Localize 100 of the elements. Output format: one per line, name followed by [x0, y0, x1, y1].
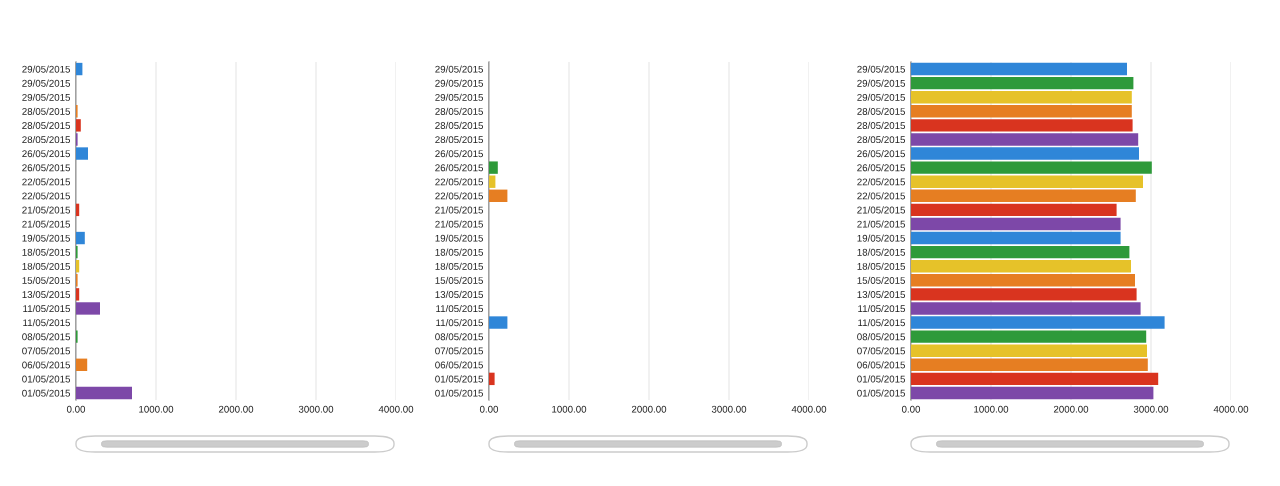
y-tick-label: 19/05/2015 — [435, 234, 484, 242]
y-tick-label: 29/05/2015 — [22, 65, 71, 73]
bar — [911, 372, 1159, 386]
x-tick-label: 4000.00 — [1213, 405, 1249, 413]
y-tick-label: 15/05/2015 — [435, 276, 484, 284]
y-tick-label: 08/05/2015 — [435, 333, 484, 341]
y-tick-label: 21/05/2015 — [857, 220, 906, 228]
bar — [76, 302, 100, 315]
x-tick-label: 2000.00 — [218, 405, 254, 413]
y-tick-label: 18/05/2015 — [857, 262, 906, 270]
y-tick-label: 11/05/2015 — [858, 319, 906, 327]
y-tick-label: 07/05/2015 — [857, 347, 906, 355]
y-tick-label: 29/05/2015 — [435, 65, 484, 73]
y-tick-label: 01/05/2015 — [22, 389, 71, 397]
y-tick-label: 22/05/2015 — [435, 178, 484, 186]
y-tick-label: 18/05/2015 — [22, 248, 71, 256]
bar — [911, 217, 1121, 231]
x-tick-label: 3000.00 — [711, 405, 747, 413]
bar — [911, 91, 1132, 104]
bar — [76, 203, 80, 217]
y-tick-label: 11/05/2015 — [23, 319, 71, 327]
y-tick-label: 26/05/2015 — [857, 150, 906, 158]
y-tick-label: 28/05/2015 — [22, 121, 71, 129]
y-tick-label: 26/05/2015 — [22, 164, 71, 172]
y-tick-label: 21/05/2015 — [435, 220, 484, 228]
y-tick-label: 11/05/2015 — [436, 304, 484, 313]
y-tick-label: 21/05/2015 — [22, 220, 71, 228]
x-tick-label: 0.00 — [901, 405, 921, 413]
y-tick-label: 06/05/2015 — [857, 361, 906, 369]
x-tick-label: 0.00 — [479, 405, 499, 413]
y-tick-label: 22/05/2015 — [857, 192, 906, 200]
y-tick-label: 01/05/2015 — [435, 375, 484, 383]
y-tick-label: 29/05/2015 — [22, 93, 71, 101]
bar — [76, 260, 80, 273]
y-tick-label: 28/05/2015 — [857, 135, 906, 144]
bar — [911, 330, 1147, 343]
y-tick-label: 15/05/2015 — [22, 276, 71, 284]
x-tick-label: 1000.00 — [552, 405, 587, 413]
bar — [489, 372, 495, 386]
bar — [911, 62, 1127, 76]
bar — [911, 189, 1136, 202]
y-tick-label: 07/05/2015 — [22, 347, 71, 355]
y-tick-label: 18/05/2015 — [22, 262, 71, 270]
bar — [911, 344, 1147, 357]
bar — [911, 147, 1139, 160]
x-tick-label: 2000.00 — [631, 405, 667, 413]
bar — [489, 316, 508, 329]
y-tick-label: 26/05/2015 — [435, 150, 484, 158]
y-tick-label: 01/05/2015 — [857, 375, 906, 383]
y-tick-label: 29/05/2015 — [435, 79, 484, 87]
y-tick-label: 01/05/2015 — [435, 389, 484, 397]
y-tick-label: 28/05/2015 — [435, 107, 484, 115]
bar — [911, 302, 1141, 315]
y-tick-label: 01/05/2015 — [857, 389, 906, 397]
x-tick-label: 1000.00 — [139, 405, 174, 413]
bar — [911, 76, 1134, 90]
bar — [911, 133, 1139, 146]
bar — [76, 386, 132, 400]
y-tick-label: 18/05/2015 — [435, 248, 484, 256]
x-tick-label: 0.00 — [66, 405, 86, 413]
y-tick-label: 29/05/2015 — [857, 79, 906, 87]
y-tick-label: 29/05/2015 — [22, 79, 71, 87]
bar — [911, 119, 1133, 132]
x-tick-label: 1000.00 — [974, 405, 1009, 413]
bar — [911, 161, 1152, 174]
bar — [489, 189, 508, 202]
x-tick-label: 3000.00 — [298, 405, 334, 413]
bar — [489, 161, 498, 174]
y-tick-label: 26/05/2015 — [857, 164, 906, 172]
bar — [911, 203, 1117, 217]
bar — [911, 245, 1130, 259]
x-tick-label: 4000.00 — [378, 405, 414, 413]
bar — [76, 147, 88, 160]
bar — [76, 231, 85, 245]
bar — [76, 119, 81, 132]
bar — [911, 105, 1132, 118]
y-tick-label: 29/05/2015 — [857, 93, 906, 101]
x-tick-label: 3000.00 — [1133, 405, 1169, 413]
y-tick-label: 28/05/2015 — [22, 135, 71, 144]
y-tick-label: 29/05/2015 — [435, 93, 484, 101]
y-tick-label: 07/05/2015 — [435, 347, 484, 355]
y-tick-label: 01/05/2015 — [22, 375, 71, 383]
bar — [911, 316, 1165, 329]
bar — [76, 358, 88, 371]
y-tick-label: 15/05/2015 — [857, 276, 906, 284]
y-tick-label: 13/05/2015 — [435, 290, 484, 298]
y-tick-label: 22/05/2015 — [435, 192, 484, 200]
x-tick-label: 2000.00 — [1053, 405, 1089, 413]
bar — [911, 288, 1137, 301]
bar — [911, 175, 1143, 188]
x-tick-label: 4000.00 — [791, 405, 827, 413]
y-tick-label: 29/05/2015 — [857, 65, 906, 73]
y-tick-label: 21/05/2015 — [435, 206, 484, 214]
y-tick-label: 18/05/2015 — [435, 262, 484, 270]
y-tick-label: 22/05/2015 — [22, 178, 71, 186]
bar — [911, 260, 1131, 273]
y-tick-label: 13/05/2015 — [857, 290, 906, 298]
y-tick-label: 22/05/2015 — [22, 192, 71, 200]
bar — [76, 288, 80, 301]
y-tick-label: 11/05/2015 — [23, 304, 71, 313]
